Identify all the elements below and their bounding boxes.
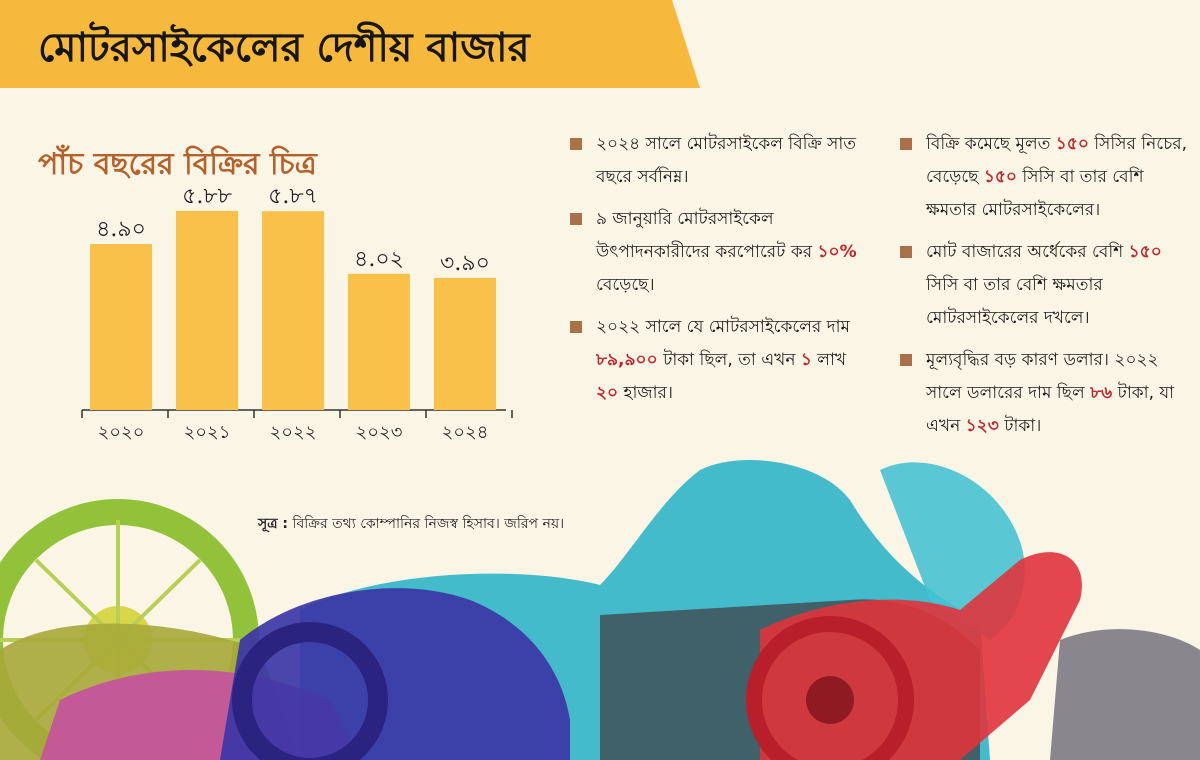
bar-value-label: ৫.৮৮ — [182, 184, 232, 209]
bar-value-label: ৪.০২ — [354, 247, 404, 272]
note-text: ৯ জানুয়ারি মোটরসাইকেল উৎপাদনকারীদের করপ… — [596, 203, 870, 302]
note-text-segment: সিসির নিচের, বেড়েছে — [926, 134, 1188, 187]
square-bullet-icon — [570, 321, 582, 333]
note-item: ২০২২ সালে যে মোটরসাইকেলের দাম ৮৯,৯০০ টাক… — [570, 311, 870, 410]
x-tick-label: ২০২১ — [184, 422, 231, 443]
note-item: বিক্রি কমেছে মূলত ১৫০ সিসির নিচের, বেড়ে… — [900, 128, 1192, 227]
blue-bike-graphic — [220, 588, 570, 760]
bar-2 — [262, 211, 324, 410]
note-text-segment: সিসি বা তার বেশি ক্ষমতার মোটরসাইকেলের। — [926, 167, 1144, 220]
note-item: ৯ জানুয়ারি মোটরসাইকেল উৎপাদনকারীদের করপ… — [570, 203, 870, 302]
note-text-segment: টাকা, যা এখন — [926, 383, 1175, 436]
square-bullet-icon — [570, 138, 582, 150]
note-text-segment: বেড়েছে। — [596, 275, 655, 295]
note-text: মোট বাজারের অর্ধেকের বেশি ১৫০ সিসি বা তা… — [926, 236, 1192, 335]
x-tick-label: ২০২২ — [270, 422, 317, 443]
bar-value-label: ৩.৯০ — [440, 251, 490, 276]
note-text: ২০২৪ সালে মোটরসাইকেল বিক্রি সাত বছরে সর্… — [596, 128, 870, 194]
highlight-number: ৮৯,৯০০ — [596, 350, 658, 370]
red-bike-graphic — [746, 552, 1082, 760]
page-title: মোটরসাইকেলের দেশীয় বাজার — [38, 25, 530, 71]
square-bullet-icon — [900, 354, 912, 366]
note-text: বিক্রি কমেছে মূলত ১৫০ সিসির নিচের, বেড়ে… — [926, 128, 1192, 227]
bar-3 — [348, 273, 410, 410]
note-text-segment: ২০২৪ সালে মোটরসাইকেল বিক্রি সাত বছরে সর্… — [596, 134, 857, 187]
bar-1 — [176, 210, 238, 410]
bar-0 — [90, 244, 152, 410]
source-text: বিক্রির তথ্য কোম্পানির নিজস্ব হিসাব। জরি… — [288, 516, 565, 532]
highlight-number: ১৫০ — [1055, 134, 1089, 154]
note-item: মূল্যবৃদ্ধির বড় কারণ ডলার। ২০২২ সালে ডল… — [900, 344, 1192, 443]
note-text-segment: বিক্রি কমেছে মূলত — [926, 134, 1056, 154]
note-item: ২০২৪ সালে মোটরসাইকেল বিক্রি সাত বছরে সর্… — [570, 128, 870, 194]
highlight-number: ১ — [800, 350, 812, 370]
source-label: সূত্র : — [258, 516, 289, 532]
note-text-segment: হাজার। — [618, 383, 673, 403]
note-text-segment: টাকা। — [998, 416, 1042, 436]
highlight-number: ১৫০ — [1128, 242, 1162, 262]
title-banner: মোটরসাইকেলের দেশীয় বাজার — [0, 0, 700, 88]
bar-value-label: ৪.৯০ — [96, 217, 146, 242]
note-text-segment: মোট বাজারের অর্ধেকের বেশি — [926, 242, 1129, 262]
bar-value-label: ৫.৮৭ — [268, 184, 318, 209]
note-text-segment: সিসি বা তার বেশি ক্ষমতার মোটরসাইকেলের দখ… — [926, 275, 1103, 328]
highlight-number: ৮৬ — [1090, 383, 1113, 403]
note-text-segment: লাখ — [811, 350, 847, 370]
gray-bike-shape — [1050, 629, 1200, 760]
note-text: মূল্যবৃদ্ধির বড় কারণ ডলার। ২০২২ সালে ডল… — [926, 344, 1192, 443]
highlight-number: ১০% — [817, 242, 857, 262]
square-bullet-icon — [570, 213, 582, 225]
note-text-segment: ২০২২ সালে যে মোটরসাইকেলের দাম — [596, 317, 850, 337]
notes-column-2: বিক্রি কমেছে মূলত ১৫০ সিসির নিচের, বেড়ে… — [900, 128, 1192, 452]
sales-bar-chart: ৪.৯০ ২০২০ ৫.৮৮ ২০২১ ৫.৮৭ ২০২২ ৪.০২ ২০২৩ ৩.৯০ ২০২৪ — [81, 184, 513, 443]
source-note: সূত্র : বিক্রির তথ্য কোম্পানির নিজস্ব হি… — [258, 512, 564, 536]
highlight-number: ১২৩ — [965, 416, 999, 436]
note-text-segment: মূল্যবৃদ্ধির বড় কারণ ডলার। ২০২২ সালে ডল… — [926, 350, 1159, 403]
notes-column-1: ২০২৪ সালে মোটরসাইকেল বিক্রি সাত বছরে সর্… — [570, 128, 870, 419]
note-item: মোট বাজারের অর্ধেকের বেশি ১৫০ সিসি বা তা… — [900, 236, 1192, 335]
highlight-number: ২০ — [596, 383, 619, 403]
note-text: ২০২২ সালে যে মোটরসাইকেলের দাম ৮৯,৯০০ টাক… — [596, 311, 870, 410]
note-text-segment: টাকা ছিল, তা এখন — [657, 350, 801, 370]
highlight-number: ১৫০ — [983, 167, 1017, 187]
square-bullet-icon — [900, 138, 912, 150]
x-tick-label: ২০২৩ — [356, 422, 403, 443]
x-tick-label: ২০২০ — [98, 422, 145, 443]
bar-4 — [434, 277, 496, 410]
chart-title: পাঁচ বছরের বিক্রির চিত্র — [38, 147, 317, 182]
square-bullet-icon — [900, 246, 912, 258]
x-tick-label: ২০২৪ — [442, 422, 489, 443]
note-text-segment: ৯ জানুয়ারি মোটরসাইকেল উৎপাদনকারীদের করপ… — [596, 209, 818, 262]
